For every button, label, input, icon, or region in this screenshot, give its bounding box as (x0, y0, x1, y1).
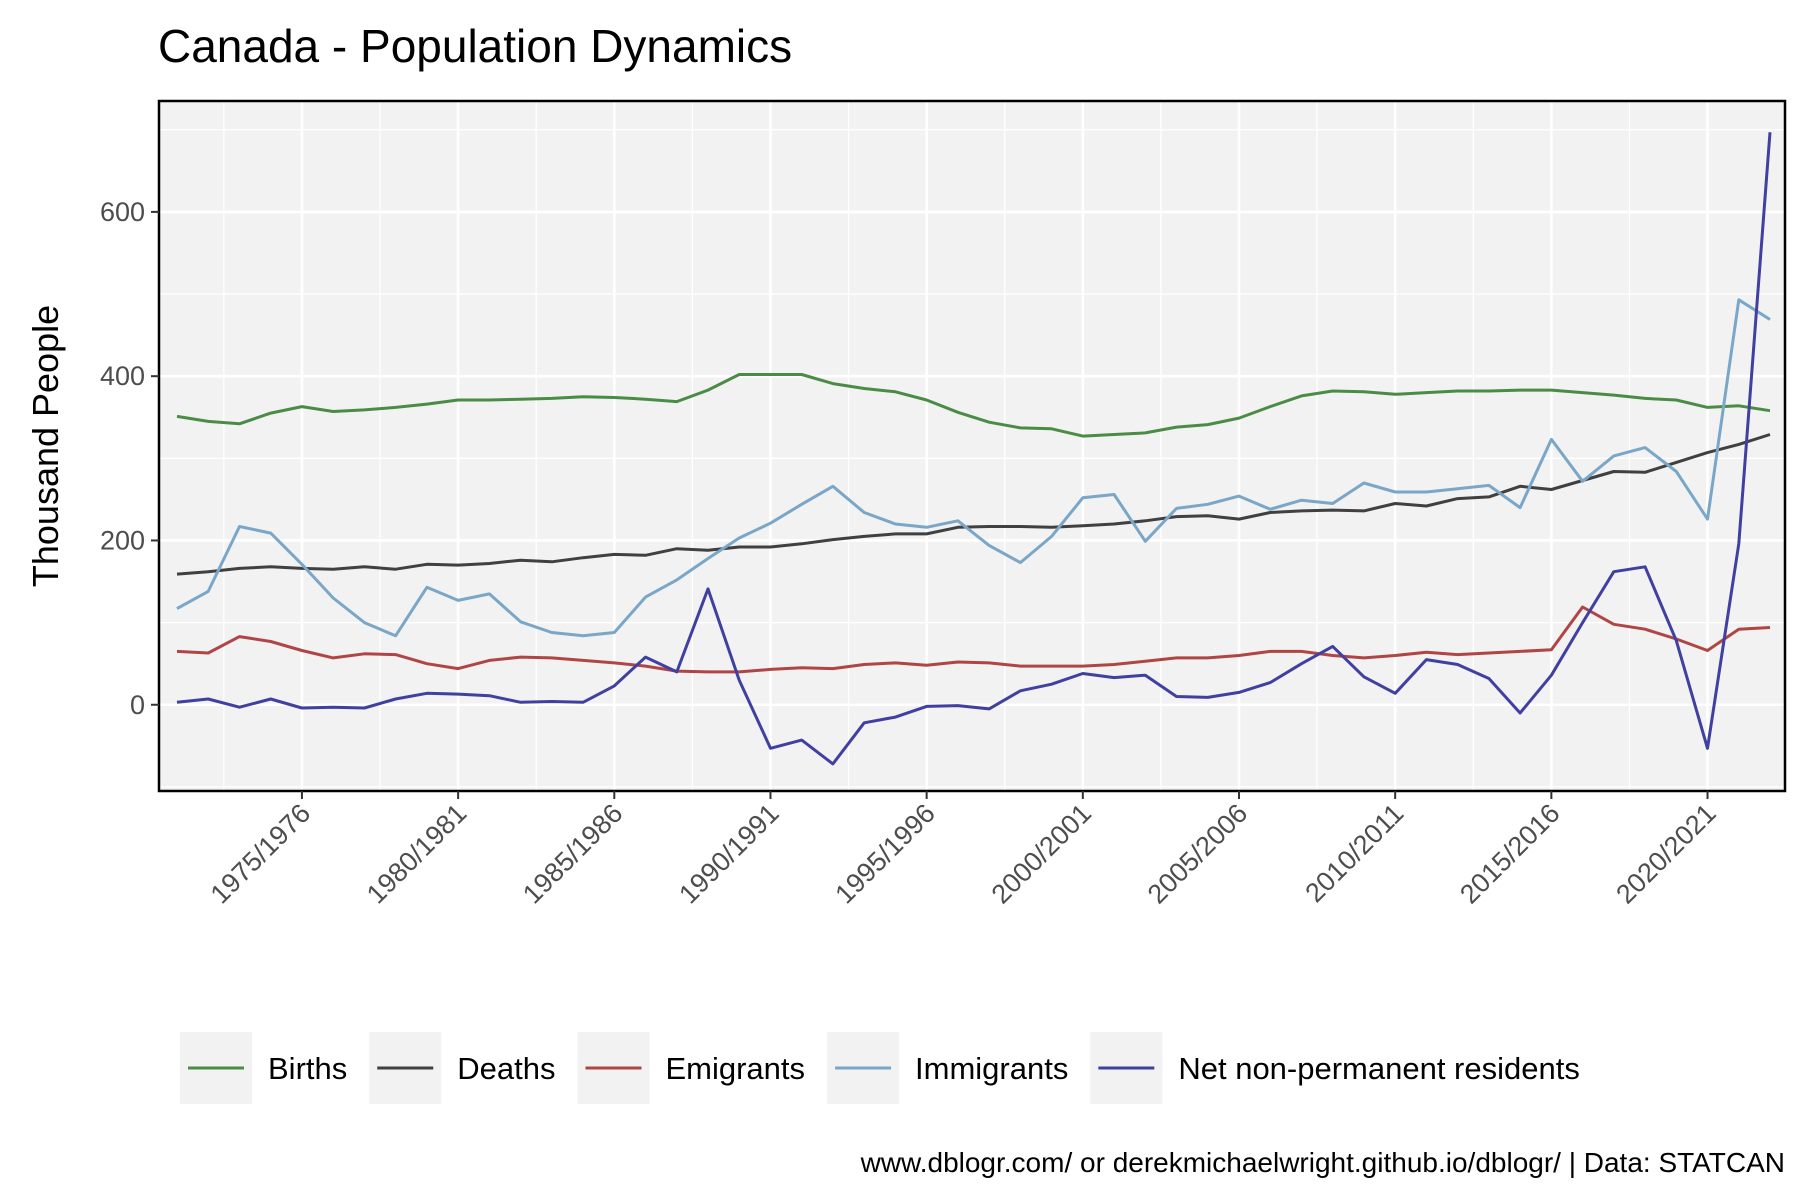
legend-label: Immigrants (915, 1051, 1068, 1086)
chart-title: Canada - Population Dynamics (158, 20, 792, 72)
series-line-immigrants (176, 298, 1771, 638)
x-tick-label: 1975/1976 (205, 798, 316, 909)
legend: Births Deaths Emigrants Immigrants Net non-p… (180, 1032, 1580, 1104)
y-axis-label: Thousand People (25, 305, 66, 587)
x-tick-label: 1985/1986 (517, 798, 628, 909)
legend-label: Emigrants (665, 1051, 805, 1086)
y-tick-label: 0 (130, 690, 145, 720)
y-tick-label: 400 (100, 361, 145, 391)
major-grid (159, 101, 1785, 791)
series-line-births (176, 373, 1771, 438)
series-line-net-non-permanent-residents (176, 132, 1772, 766)
minor-grid (159, 101, 1785, 791)
x-tick-label: 1980/1981 (361, 798, 472, 909)
x-tick-label: 1990/1991 (673, 798, 784, 909)
x-tick-label: 2010/2011 (1299, 798, 1409, 908)
plot-panel (159, 101, 1785, 791)
series-lines (176, 132, 1772, 766)
x-tick-label: 2020/2021 (1610, 798, 1721, 909)
y-tick-label: 600 (100, 197, 145, 227)
x-tick-label: 2005/2006 (1142, 798, 1253, 909)
y-tick-label: 200 (100, 525, 145, 555)
legend-label: Births (268, 1051, 347, 1086)
legend-item-deaths: Deaths (369, 1032, 555, 1104)
legend-item-immigrants: Immigrants (827, 1032, 1068, 1104)
legend-item-emigrants: Emigrants (577, 1032, 805, 1104)
legend-label: Net non-permanent residents (1178, 1051, 1580, 1086)
legend-item-births: Births (180, 1032, 347, 1104)
x-tick-label: 2015/2016 (1454, 798, 1565, 909)
series-line-deaths (176, 433, 1771, 576)
legend-label: Deaths (457, 1051, 555, 1086)
plot-border (157, 99, 1787, 793)
y-axis: 0 200 400 600 (100, 197, 159, 720)
legend-item-net-non-permanent-residents: Net non-permanent residents (1090, 1032, 1580, 1104)
chart-caption: www.dblogr.com/ or derekmichaelwright.gi… (860, 1147, 1785, 1178)
x-tick-label: 1995/1996 (829, 798, 940, 909)
series-line-emigrants (176, 605, 1771, 674)
x-axis: 1975/1976 1980/1981 1985/1986 1990/1991 1995… (205, 791, 1722, 909)
x-tick-label: 2000/2001 (986, 798, 1097, 909)
